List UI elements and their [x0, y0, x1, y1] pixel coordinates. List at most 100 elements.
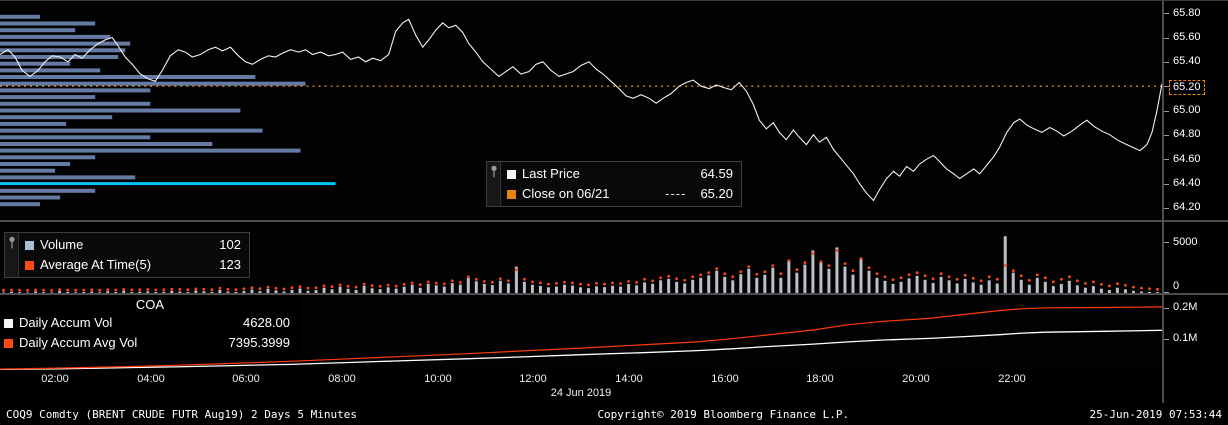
volume-profile-bar [0, 21, 96, 26]
volume-bar [522, 281, 526, 293]
time-axis: 24 Jun 2019 02:00 04:00 06:00 08:00 10:00 12:… [0, 370, 1162, 403]
volume-bar [1131, 290, 1135, 293]
average-at-time-dot [707, 271, 711, 275]
average-at-time-dot [426, 280, 430, 284]
daily-accum-vol-label: Daily Accum Vol [19, 315, 113, 330]
pin-icon[interactable] [487, 162, 501, 206]
volume-plot-area[interactable]: Volume 102 Average At Time(5) 123 [0, 222, 1162, 293]
average-at-time-dot [106, 288, 110, 291]
volume-bar [322, 287, 326, 293]
volume-bar [1059, 283, 1063, 293]
volume-bar [755, 277, 759, 293]
volume-marker-icon [25, 240, 34, 250]
average-at-time-dot [627, 280, 630, 283]
pin-icon[interactable] [5, 233, 19, 277]
average-at-time-dot [1091, 280, 1095, 284]
y-axis-tick-label: 64.60 [1173, 152, 1201, 165]
volume-bar [434, 285, 438, 293]
volume-bar [1027, 284, 1031, 293]
panel-divider[interactable] [0, 293, 1228, 295]
average-at-time-dot [138, 288, 142, 292]
y-axis-tick-label: 65.00 [1173, 104, 1201, 116]
accum-legend[interactable]: COA Daily Accum Vol 4628.00 Daily Accum … [0, 295, 300, 356]
accum-plot-area[interactable]: COA Daily Accum Vol 4628.00 Daily Accum … [0, 295, 1162, 370]
volume-bar [514, 266, 518, 293]
last-price-label: Last Price [522, 166, 580, 181]
volume-profile-bar [0, 162, 71, 166]
price-plot-area[interactable]: Last Price 64.59 Close on 06/21 ---- 65.… [0, 1, 1162, 220]
volume-bar [1019, 279, 1023, 293]
volume-profile-bar [0, 121, 67, 126]
close-price-value: 65.20 [700, 186, 733, 201]
panel-divider[interactable] [0, 220, 1228, 222]
volume-bar [907, 278, 911, 293]
average-at-time-dot [643, 277, 647, 281]
volume-bar [530, 284, 534, 293]
volume-profile-bar [0, 128, 263, 133]
average-at-time-dot [1099, 283, 1103, 286]
average-at-time-dot [10, 288, 13, 292]
volume-bar [506, 283, 510, 293]
volume-bar [154, 292, 158, 293]
volume-bar [899, 281, 903, 293]
volume-bar [34, 291, 38, 293]
accum-chart[interactable] [0, 295, 1162, 370]
volume-bar [450, 283, 454, 293]
volume-bar [290, 289, 294, 293]
average-at-time-dot [18, 288, 21, 292]
volume-profile-bar [0, 28, 76, 33]
average-at-time-dot [1067, 275, 1071, 279]
average-at-time-dot [899, 276, 903, 280]
last-price-legend-row: Last Price 64.59 [501, 164, 741, 184]
daily-accum-vol-line [0, 329, 1162, 370]
volume-bar [50, 292, 54, 293]
average-at-time-dot [547, 282, 550, 286]
average-at-time-dot [787, 259, 791, 262]
volume-bar [987, 280, 991, 293]
price-chart[interactable] [0, 1, 1162, 220]
volume-bar [1155, 292, 1159, 293]
date-label: 24 Jun 2019 [550, 387, 612, 399]
average-at-time-dot [58, 288, 62, 292]
average-at-time-dot [539, 281, 542, 285]
volume-bar [474, 281, 478, 293]
volume-profile-bar [0, 34, 111, 39]
axis-tick-mark [1164, 61, 1169, 63]
time-tick-label: 18:00 [806, 373, 834, 385]
volume-profile-bar [0, 81, 306, 86]
copyright-text: Copyright© 2019 Bloomberg Finance L.P. [597, 407, 850, 421]
average-at-time-dot [386, 283, 390, 287]
volume-bar [26, 292, 30, 293]
volume-chart[interactable] [0, 222, 1162, 293]
average-at-time-dot [498, 277, 502, 281]
average-at-time-dot [250, 286, 254, 290]
average-at-time-dot [442, 282, 446, 286]
average-at-time-dot [531, 280, 534, 284]
average-at-time-dot [50, 289, 53, 292]
average-at-time-dot [795, 268, 799, 272]
volume-bar [346, 288, 350, 293]
volume-bar [82, 292, 86, 293]
volume-bar [659, 280, 663, 293]
volume-bar [651, 283, 655, 293]
volume-bar [683, 283, 687, 293]
average-at-time-dot [1132, 285, 1135, 289]
average-at-time-dot [34, 288, 37, 292]
volume-bar [330, 289, 334, 293]
volume-profile-bar [0, 148, 301, 153]
average-at-time-dot [1059, 277, 1063, 281]
average-at-time-dot [474, 277, 478, 281]
volume-bar [498, 280, 502, 293]
volume-bar [643, 282, 647, 293]
volume-legend[interactable]: Volume 102 Average At Time(5) 123 [4, 232, 250, 278]
time-tick-label: 08:00 [328, 373, 356, 385]
average-at-time-dot [202, 287, 206, 291]
average-at-time-dot [370, 284, 374, 288]
price-legend[interactable]: Last Price 64.59 Close on 06/21 ---- 65.… [486, 161, 742, 207]
average-at-time-dot [723, 272, 727, 276]
volume-bar [827, 268, 831, 293]
average-at-time-dot [490, 281, 494, 284]
average-at-time-dot [1108, 284, 1111, 288]
average-at-time-dot [2, 288, 5, 292]
average-at-time-dot [979, 279, 983, 283]
